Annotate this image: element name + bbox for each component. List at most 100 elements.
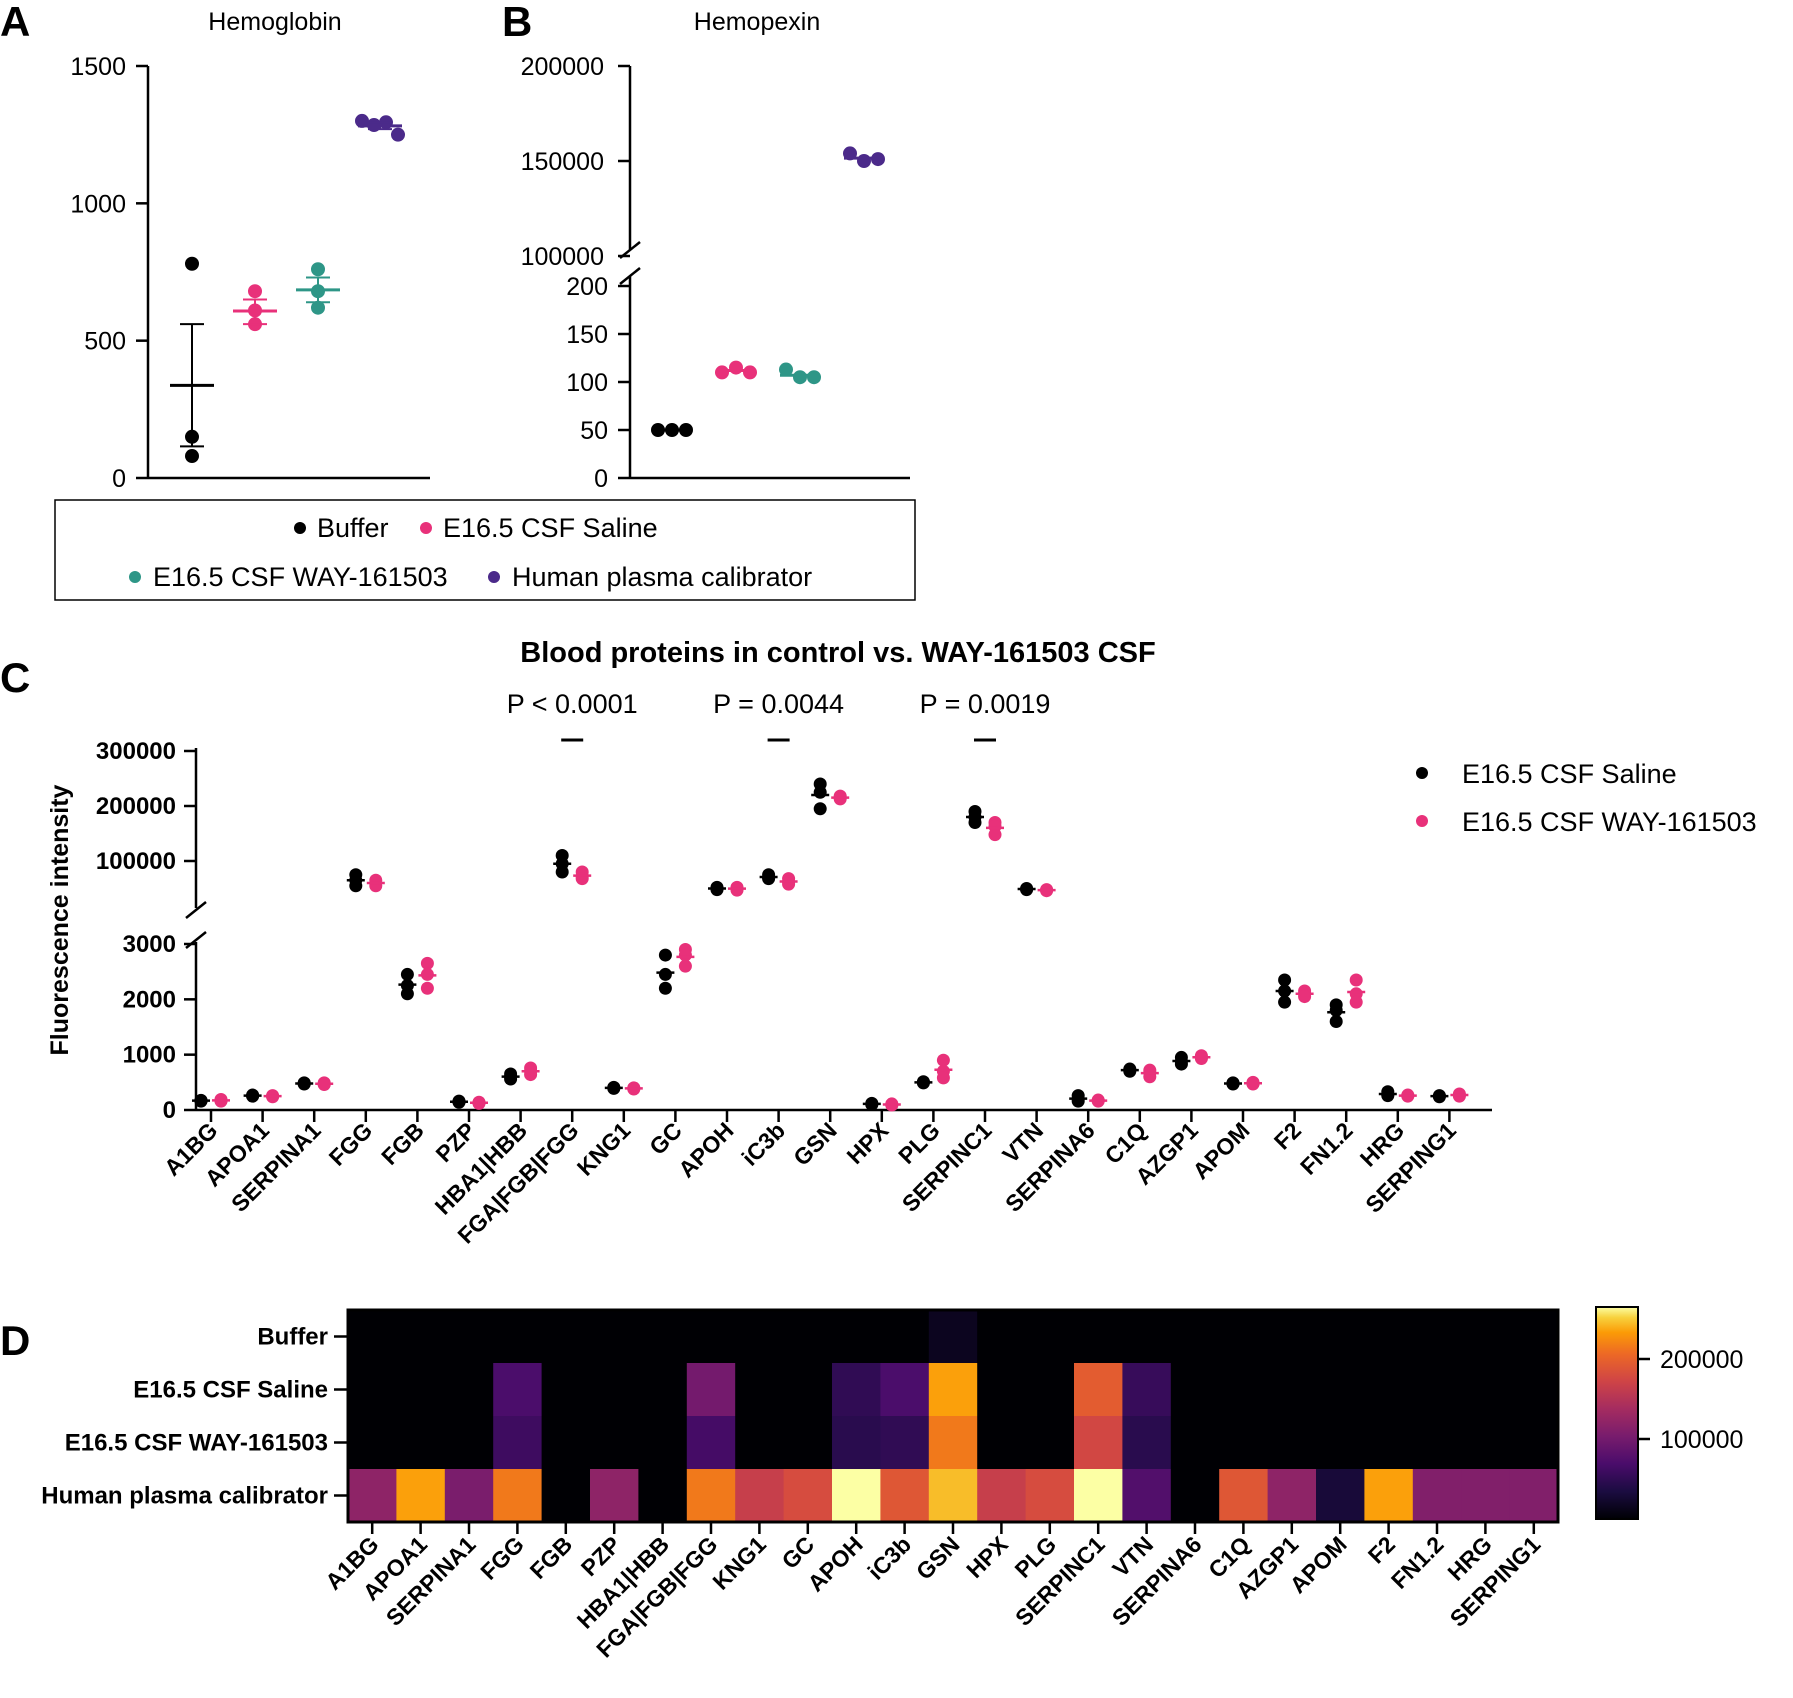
heatmap-cell-e16-5-csf-way-161503-gsn (928, 1416, 978, 1470)
heatmap-cell-buffer-plg (1025, 1310, 1075, 1364)
heatmap-cell-buffer-serping1 (1509, 1310, 1559, 1364)
legend-ab-marker-buffer (294, 522, 306, 534)
heatmap-cell-e16-5-csf-saline-azgp1 (1267, 1363, 1317, 1417)
heatmap-cell-human-plasma-calibrator-c1q (1219, 1469, 1269, 1523)
heatmap-cell-e16-5-csf-saline-plg (1025, 1363, 1075, 1417)
heatmap-cell-e16-5-csf-saline-a1bg (348, 1363, 397, 1417)
heatmap-cell-buffer-apoh (832, 1310, 881, 1364)
panel-c-point-e16-5-csf-way-161503-fgg (369, 879, 383, 893)
heatmap-cell-e16-5-csf-way-161503-fn1-2 (1412, 1416, 1462, 1470)
heatmap-cell-e16-5-csf-way-161503-azgp1 (1267, 1416, 1317, 1470)
heatmap-cell-e16-5-csf-saline-ic3b (880, 1363, 930, 1417)
panel-c-point-e16-5-csf-saline-fn1-2 (1329, 1014, 1343, 1028)
panel-c-y-tick-label-100000: 100000 (96, 848, 176, 875)
panel-b-y-tick-label-200: 200 (566, 273, 608, 301)
heatmap-cell-e16-5-csf-saline-hpx (977, 1363, 1027, 1417)
heatmap-cell-e16-5-csf-way-161503-gc (783, 1416, 833, 1470)
panel-c-x-tick-label-apom: APOM (1187, 1117, 1254, 1184)
heatmap-cell-human-plasma-calibrator-gsn (928, 1469, 978, 1523)
panel-c-point-e16-5-csf-way-161503-fgb (420, 956, 434, 970)
heatmap-cell-human-plasma-calibrator-hrg (1461, 1469, 1511, 1523)
panel-c-y-tick-label-3000: 3000 (123, 931, 176, 958)
heatmap-cell-human-plasma-calibrator-fgb (541, 1469, 591, 1523)
heatmap-cell-e16-5-csf-way-161503-hrg (1461, 1416, 1511, 1470)
panel-c-point-e16-5-csf-way-161503-fn1-2 (1349, 973, 1363, 987)
heatmap-cell-buffer-a1bg (348, 1310, 397, 1364)
panel-c-point-e16-5-csf-saline-azgp1 (1174, 1057, 1188, 1071)
panel-c-y-label: Fluorescence intensity (46, 784, 74, 1055)
heatmap-cell-e16-5-csf-way-161503-serpina6 (1170, 1416, 1220, 1470)
heatmap-cell-buffer-gsn (928, 1310, 978, 1364)
panel-c-point-e16-5-csf-way-161503-gc (678, 959, 692, 973)
heatmap-cell-buffer-azgp1 (1267, 1310, 1317, 1364)
heatmap-row-label-human-plasma-calibrator: Human plasma calibrator (41, 1483, 328, 1510)
heatmap-cell-e16-5-csf-saline-gc (783, 1363, 833, 1417)
heatmap-cell-e16-5-csf-way-161503-fga-fgb-fgg (686, 1416, 736, 1470)
heatmap-cell-e16-5-csf-way-161503-serpinc1 (1074, 1416, 1123, 1470)
heatmap-cell-buffer-ic3b (880, 1310, 930, 1364)
heatmap-cell-e16-5-csf-way-161503-serping1 (1509, 1416, 1559, 1470)
legend-ab-label-calibrator: Human plasma calibrator (512, 562, 812, 592)
panel-label-b: B (502, 0, 532, 45)
heatmap-cell-buffer-c1q (1219, 1310, 1269, 1364)
panel-c-y-tick-label-2000: 2000 (123, 986, 176, 1013)
panel-b-point-e16-5-csf-saline (729, 360, 743, 375)
panel-c-x-tick-label-gsn: GSN (788, 1117, 842, 1171)
heatmap-cell-e16-5-csf-way-161503-plg (1025, 1416, 1075, 1470)
panel-c-x-tick-label-fn1-2: FN1.2 (1295, 1117, 1358, 1180)
heatmap-cell-e16-5-csf-saline-fgg (493, 1363, 543, 1417)
panel-b-point-e16-5-csf-way-161503 (807, 370, 821, 385)
heatmap-cell-e16-5-csf-way-161503-serpina1 (444, 1416, 494, 1470)
panel-label-d: D (0, 1317, 30, 1364)
panel-c-point-e16-5-csf-saline-fgb (400, 987, 414, 1001)
panel-c-point-e16-5-csf-saline-f2 (1278, 973, 1292, 987)
heatmap-cell-e16-5-csf-way-161503-apom (1316, 1416, 1365, 1470)
panel-c-x-tick-label-fgg: FGG (324, 1117, 378, 1171)
colorbar-tick-label-200000: 200000 (1660, 1346, 1743, 1374)
panel-c-axis-break-upper (185, 901, 207, 919)
heatmap-cell-human-plasma-calibrator-ic3b (880, 1469, 930, 1523)
heatmap-cell-e16-5-csf-way-161503-c1q (1219, 1416, 1269, 1470)
heatmap-cell-human-plasma-calibrator-apoa1 (396, 1469, 446, 1523)
heatmap-cell-e16-5-csf-saline-apom (1316, 1363, 1365, 1417)
panel-c-point-e16-5-csf-way-161503-fn1-2 (1349, 995, 1363, 1009)
heatmap-cell-e16-5-csf-way-161503-vtn (1122, 1416, 1172, 1470)
heatmap-col-label-fn1-2: FN1.2 (1386, 1531, 1449, 1594)
heatmap-cell-e16-5-csf-way-161503-ic3b (880, 1416, 930, 1470)
heatmap-cell-e16-5-csf-saline-apoa1 (396, 1363, 446, 1417)
panel-c-point-e16-5-csf-saline-fn1-2 (1329, 1003, 1343, 1017)
heatmap-cell-human-plasma-calibrator-a1bg (348, 1469, 397, 1523)
legend-ab-label-saline: E16.5 CSF Saline (443, 513, 658, 543)
panel-c-point-e16-5-csf-saline-hrg (1381, 1089, 1395, 1103)
panel-c-point-e16-5-csf-saline-gsn (813, 785, 827, 799)
panel-c-x-tick-label-apoh: APOH (673, 1117, 738, 1182)
panel-a-title: Hemoglobin (208, 8, 341, 36)
heatmap-cell-buffer-hba1-hbb (638, 1310, 688, 1364)
panel-c-pvalue-serpinc1: P = 0.0019 (920, 689, 1051, 719)
panel-c-x-tick-label-kng1: KNG1 (572, 1117, 636, 1181)
panel-c-point-e16-5-csf-way-161503-fga-fgb-fgg (575, 872, 589, 886)
heatmap-cell-e16-5-csf-way-161503-fgb (541, 1416, 591, 1470)
heatmap-cell-e16-5-csf-saline-fga-fgb-fgg (686, 1363, 736, 1417)
heatmap-cell-e16-5-csf-way-161503-hpx (977, 1416, 1027, 1470)
panel-c-title: Blood proteins in control vs. WAY-161503… (520, 637, 1155, 669)
heatmap-col-label-hpx: HPX (961, 1531, 1013, 1583)
panel-b-y-tick-label-100000: 100000 (521, 243, 604, 271)
heatmap-cell-buffer-fga-fgb-fgg (686, 1310, 736, 1364)
panel-a-point-e16-5-csf-saline (248, 284, 262, 299)
panel-a-y-tick-label-500: 500 (84, 328, 126, 356)
panel-b-y-tick-label-50: 50 (580, 417, 608, 445)
legend-ab-box (54, 499, 916, 601)
heatmap-cell-e16-5-csf-saline-pzp (590, 1363, 639, 1417)
panel-a-y-tick-label-1500: 1500 (70, 53, 126, 81)
heatmap-cell-human-plasma-calibrator-serpina1 (444, 1469, 494, 1523)
heatmap-cell-buffer-gc (783, 1310, 833, 1364)
panel-c-axis-break-lower (185, 931, 207, 949)
panel-a-point-buffer (185, 449, 199, 464)
heatmap-row-label-e16-5-csf-way-161503: E16.5 CSF WAY-161503 (65, 1430, 328, 1457)
heatmap-cell-buffer-hrg (1461, 1310, 1511, 1364)
panel-c-y-tick-label-200000: 200000 (96, 793, 176, 820)
heatmap-cell-human-plasma-calibrator-vtn (1122, 1469, 1172, 1523)
panel-c-point-e16-5-csf-saline-gc (658, 967, 672, 981)
